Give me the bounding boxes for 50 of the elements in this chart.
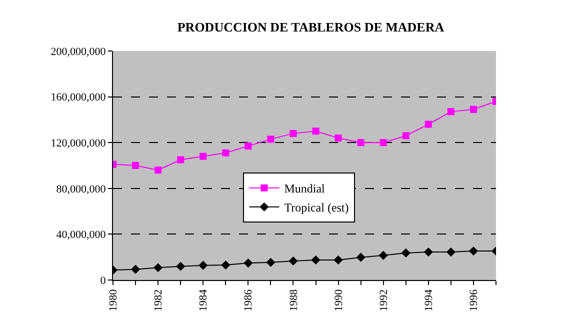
y-tick-label: 80,000,000 [56,183,106,196]
point [288,256,298,266]
x-tick-label: 1992 [378,289,390,312]
x-tick-label: 1990 [332,288,345,312]
point [470,106,477,113]
y-tick-label: 200,000,000 [50,46,106,58]
x-tick-label: 1980 [108,288,120,312]
point [334,134,342,142]
point [468,246,478,256]
point [222,149,230,156]
point [447,108,454,116]
point [334,255,343,265]
point [266,258,276,267]
legend-label: Tropical (est) [284,200,349,215]
x-tick-label: 1988 [288,288,300,312]
point [176,262,186,271]
legend-label: Mundial [284,182,326,196]
point [177,156,184,164]
point [446,248,456,257]
point [378,250,388,260]
point [154,166,162,174]
x-tick-label: 1986 [242,288,255,312]
y-tick-label: 120,000,000 [50,137,106,150]
point [221,260,230,270]
point [244,142,252,150]
point [244,258,253,268]
point [130,264,140,274]
x-tick-label: 1996 [468,288,480,312]
point [200,152,207,160]
point [357,139,364,146]
point [311,255,320,265]
point [198,260,208,270]
point [312,128,320,135]
point [290,130,297,137]
x-tick-label: 1984 [198,288,210,312]
point [154,263,163,272]
x-tick-label: 1994 [422,288,435,312]
chart-title: PRODUCCION DE TABLEROS DE MADERA [177,20,445,35]
point [132,162,140,169]
point [267,136,274,143]
point [424,120,432,128]
y-tick-label: 0 [100,274,106,287]
y-tick-label: 160,000,000 [50,92,106,104]
point [424,248,433,257]
point [356,252,366,262]
point [380,139,387,146]
point [401,248,410,258]
x-tick-label: 1982 [152,289,165,312]
point [402,132,410,140]
y-tick-label: 40,000,000 [56,229,106,242]
